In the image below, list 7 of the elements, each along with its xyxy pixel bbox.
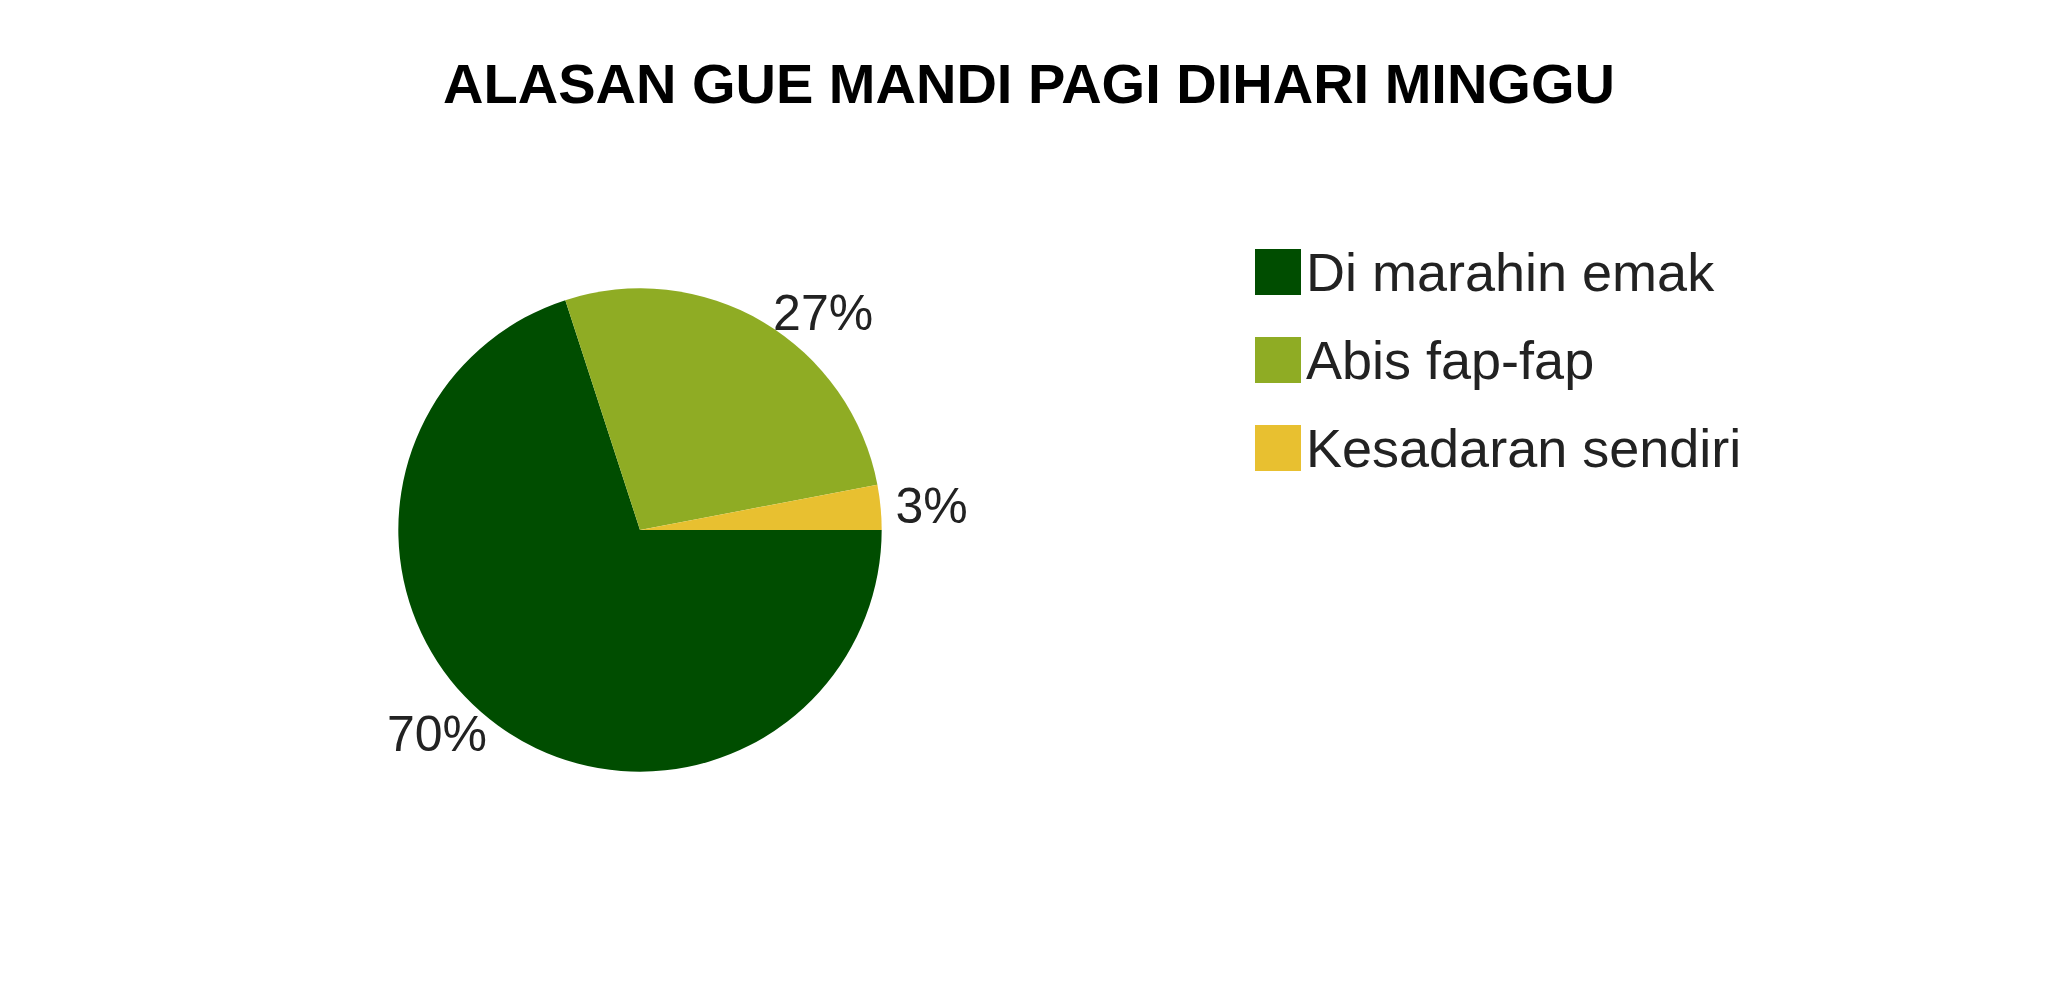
data-label: 27%	[773, 285, 874, 342]
chart-title: ALASAN GUE MANDI PAGI DIHARI MINGGU	[443, 51, 1615, 115]
data-label: 3%	[895, 478, 968, 535]
legend-label: Di marahin emak	[1306, 242, 1716, 302]
legend-label: Abis fap-fap	[1306, 330, 1595, 390]
data-label: 70%	[386, 705, 488, 762]
legend-label: Kesadaran sendiri	[1306, 418, 1742, 478]
